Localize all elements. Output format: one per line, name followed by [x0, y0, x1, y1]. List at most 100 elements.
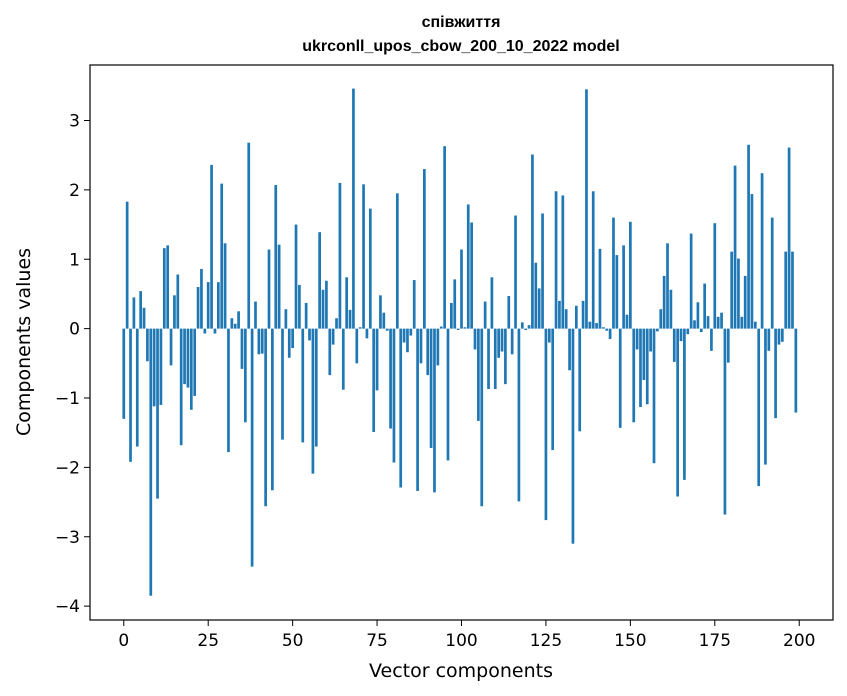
bar: [406, 328, 409, 353]
bar: [439, 326, 443, 329]
bar: [169, 328, 173, 366]
bar: [355, 328, 359, 364]
y-tick-label: 3: [69, 112, 80, 132]
bar: [443, 146, 446, 329]
y-tick-label: −1: [55, 389, 80, 409]
bar: [365, 328, 369, 339]
bar: [257, 328, 261, 355]
bar: [156, 328, 159, 499]
bar: [362, 184, 365, 329]
bar: [416, 328, 419, 491]
bar: [250, 328, 254, 567]
bar: [581, 300, 585, 329]
bar: [129, 328, 132, 462]
bar: [737, 258, 740, 329]
bar: [335, 318, 338, 329]
x-tick-label: 175: [699, 631, 731, 651]
bar: [149, 328, 153, 596]
bar: [139, 291, 143, 329]
bar: [308, 328, 311, 341]
bar: [551, 328, 555, 451]
bar: [686, 328, 690, 335]
y-tick-label: 1: [69, 250, 80, 270]
bar: [733, 165, 737, 329]
bar: [368, 208, 372, 329]
chart-title-line1: співжиття: [422, 14, 501, 31]
x-tick-label: 75: [366, 631, 388, 651]
bar: [720, 312, 723, 329]
bar: [517, 328, 521, 502]
bar: [747, 144, 750, 329]
bar: [642, 328, 646, 380]
bar: [750, 194, 754, 329]
bar: [645, 328, 649, 405]
bar: [348, 309, 352, 329]
bar: [281, 328, 284, 440]
bar: [301, 328, 305, 443]
bar: [240, 328, 244, 369]
bar: [767, 328, 771, 351]
bar: [764, 328, 767, 465]
bar: [780, 328, 784, 342]
bar: [558, 300, 561, 329]
bar: [213, 328, 217, 334]
bar: [470, 222, 473, 329]
bar: [230, 318, 234, 329]
x-tick-label: 150: [614, 631, 646, 651]
bar: [328, 328, 332, 376]
bar: [294, 224, 298, 329]
bar: [527, 325, 531, 329]
bar: [672, 328, 676, 362]
bar: [561, 195, 565, 329]
bar: [497, 328, 500, 358]
y-tick-label: −4: [55, 597, 80, 617]
bar: [605, 328, 609, 331]
bar: [524, 328, 528, 331]
bar: [639, 328, 642, 408]
bar: [537, 288, 541, 329]
bar: [223, 243, 227, 329]
bars-group: [122, 88, 798, 596]
bar: [162, 248, 166, 329]
bar: [487, 328, 490, 389]
x-tick-label: 0: [118, 631, 129, 651]
bar: [277, 244, 281, 329]
bar: [264, 328, 267, 507]
bar: [304, 302, 308, 329]
y-tick-label: 0: [69, 320, 80, 340]
bar: [298, 284, 301, 329]
bar: [186, 328, 190, 388]
bar: [547, 328, 551, 343]
bar: [716, 316, 720, 329]
bar: [490, 277, 494, 329]
bar: [588, 321, 592, 329]
y-axis-ticks: 3 2 1 0 −1 −2 −3 −4: [55, 112, 90, 617]
bar: [483, 301, 487, 329]
x-tick-label: 100: [445, 631, 477, 651]
bar: [615, 255, 619, 329]
bar: [382, 312, 386, 329]
bar: [723, 328, 727, 515]
bar: [696, 302, 700, 329]
bar: [760, 173, 764, 329]
bar: [125, 201, 129, 329]
bar: [726, 328, 730, 363]
bar: [585, 89, 588, 329]
bar: [142, 307, 146, 329]
bar: [260, 328, 264, 354]
bar: [571, 328, 575, 544]
x-axis-ticks: 0 25 50 75 100 125 150 175 200: [118, 620, 815, 651]
bar: [375, 328, 379, 391]
bar: [618, 328, 622, 428]
bar: [740, 316, 744, 329]
bar: [196, 287, 200, 329]
bar: [274, 185, 278, 329]
bar: [504, 328, 507, 385]
bar: [699, 328, 703, 333]
bar: [466, 204, 470, 329]
bar: [311, 328, 315, 474]
bar: [233, 323, 237, 329]
bar: [331, 328, 335, 345]
bar: [676, 328, 679, 497]
